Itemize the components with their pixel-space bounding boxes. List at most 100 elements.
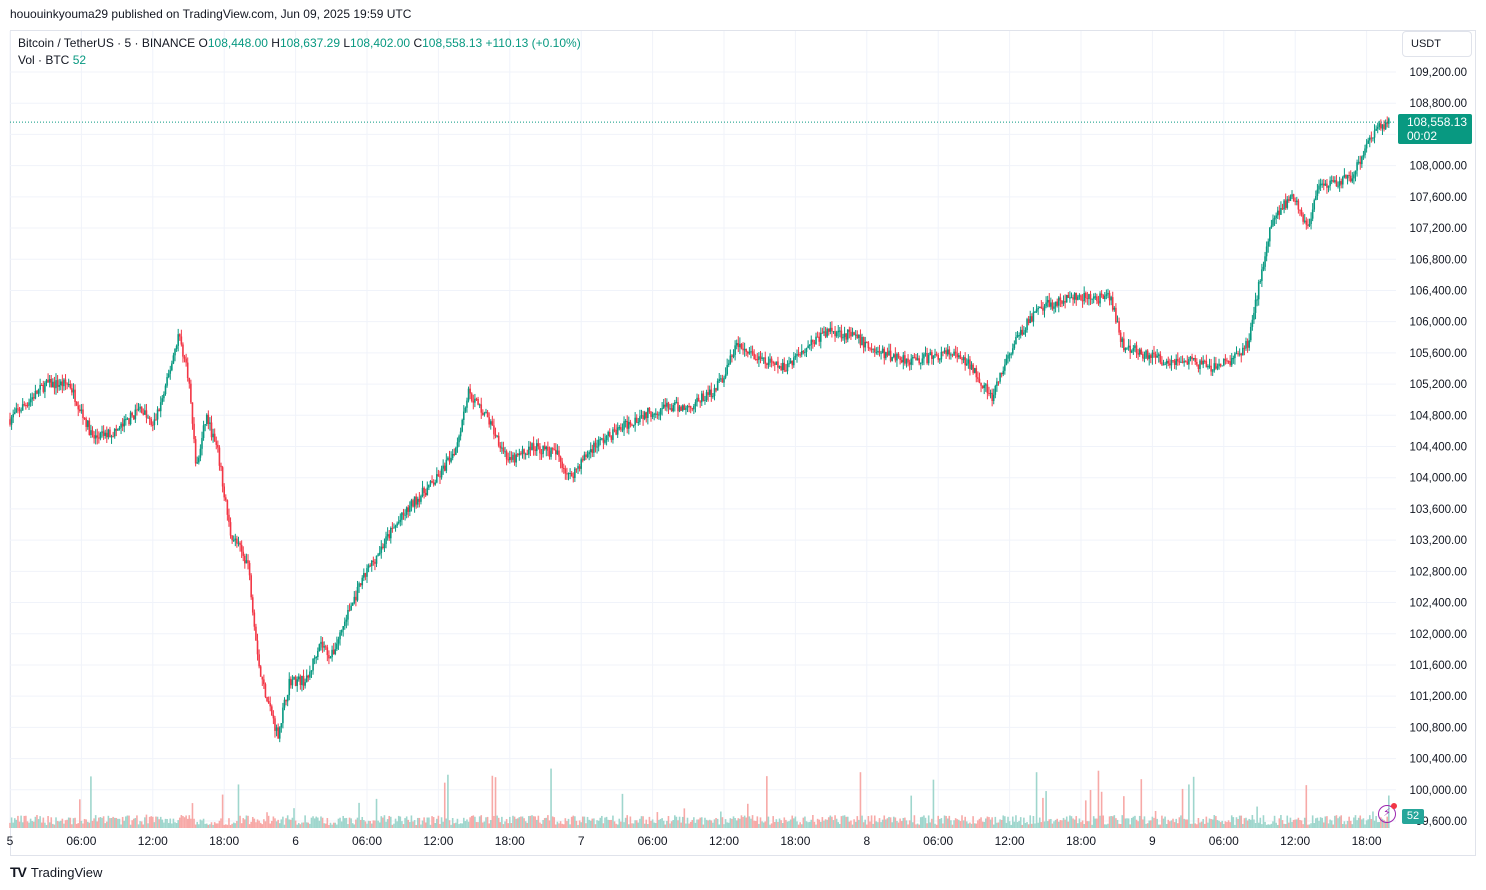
volume-bar [975,823,978,828]
candle-body [516,454,519,456]
candle-body [47,379,49,383]
volume-bar [907,824,909,828]
volume-bar [681,816,684,828]
candle-body [85,418,87,427]
volume-bar [802,817,805,828]
volume-bar [229,824,232,828]
volume-bar [207,824,210,828]
candle-body [318,644,321,651]
candle-body [139,406,141,409]
candle-body [528,446,530,455]
time-tick-label: 06:00 [352,834,382,848]
candle-body [464,407,467,412]
legend-volume-label[interactable]: Vol · BTC [18,53,70,67]
candle-body [412,500,414,507]
candle-body [67,384,70,386]
candle-body [1281,207,1284,210]
candle-body [1181,361,1184,363]
candle-body [628,421,630,429]
candle-body [1332,180,1335,182]
volume-bar [302,822,305,828]
volume-bar [1134,815,1136,828]
candle-body [1089,294,1092,300]
volume-bar [1064,819,1066,828]
candle-body [147,417,149,419]
volume-bar [804,816,806,828]
footer-brand[interactable]: TV TradingView [10,864,102,880]
candle-body [204,424,206,426]
volume-bar [205,823,208,828]
candle-body [423,487,425,493]
volume-bar [307,822,310,828]
volume-bar [1099,815,1101,828]
lightning-icon[interactable]: ⚡ [1378,805,1396,823]
volume-bar [1199,822,1201,828]
candle-body [510,457,513,460]
volume-bar [634,820,636,828]
volume-bar [1278,818,1281,828]
volume-bar [1121,815,1124,828]
volume-bar [712,822,714,828]
candle-body [1032,312,1035,322]
candle-body [846,329,849,340]
candle-body [745,348,748,352]
candle-body [121,423,124,427]
candle-body [1373,130,1376,138]
volume-bar [428,817,430,828]
volume-bar [158,819,160,828]
volume-bar [234,823,237,828]
volume-bar [1291,821,1293,828]
candle-body [1313,200,1316,210]
volume-bar [1253,819,1255,828]
volume-bar [405,816,408,828]
volume-bar [315,816,318,828]
candle-body [115,428,118,431]
volume-bar [593,818,595,828]
volume-bar [924,817,927,828]
legend-symbol[interactable]: Bitcoin / TetherUS · 5 · BINANCE [18,36,196,50]
volume-bar [540,823,543,828]
volume-bar [1305,785,1308,828]
volume-bar [40,822,43,828]
candle-body [478,404,481,406]
candle-body [1096,296,1098,301]
volume-bar [443,782,446,828]
candle-body [388,534,391,539]
candle-body [667,402,670,409]
volume-bar [1329,819,1331,828]
volume-bar [221,794,224,828]
volume-bar [510,823,513,828]
volume-bar [1332,824,1335,828]
candle-body [1384,122,1387,130]
volume-bar [375,798,378,828]
candle-body [981,385,984,389]
price-tick-label: 101,200.00 [1409,691,1467,703]
candle-body [323,646,325,648]
volume-bar [823,820,825,828]
volume-bar [1148,820,1151,828]
volume-bar [520,816,522,828]
candle-body [343,621,346,627]
candle-body [702,393,705,401]
candle-body [1148,355,1151,359]
currency-selector[interactable]: USDT [1402,31,1472,57]
volume-bar [1186,819,1189,828]
volume-bar [1031,823,1033,828]
volume-bar [632,823,635,828]
volume-bar [758,823,760,828]
volume-bar [451,818,454,828]
candle-body [240,544,243,552]
candle-body [1132,348,1135,351]
volume-bar [1242,823,1244,828]
candle-body [134,409,137,420]
volume-bar [115,817,118,828]
candle-body [1042,308,1044,311]
candle-body [704,400,706,402]
volume-bar [299,824,302,828]
volume-bar [548,820,551,828]
candle-body [77,405,80,410]
candle-body [144,410,146,415]
volume-bar [132,818,135,828]
volume-bar [672,819,675,828]
